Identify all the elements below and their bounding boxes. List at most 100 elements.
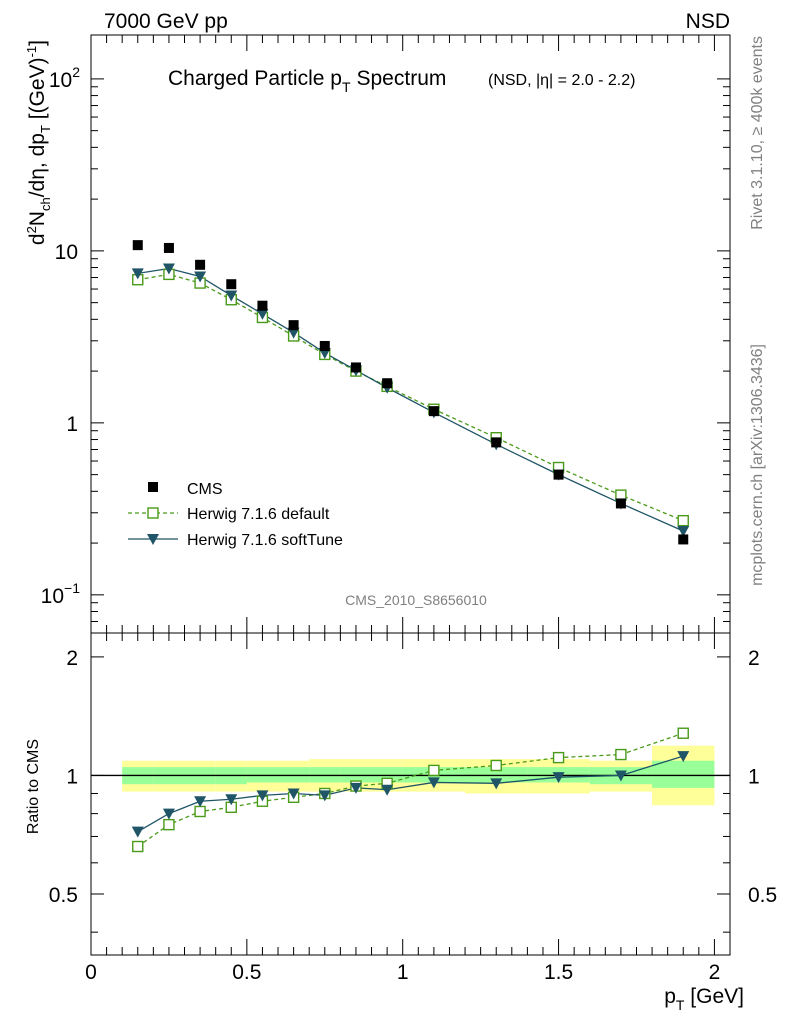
x-axis-label-subscript: T: [676, 997, 685, 1013]
x-tick-label: 0.5: [232, 961, 261, 984]
chart-title-note: (NSD, |η| = 2.0 - 2.2): [488, 72, 635, 89]
chart-title-main: Charged Particle p: [168, 67, 342, 90]
data-point-softtune: [225, 290, 238, 302]
data-point-softtune: [287, 327, 300, 339]
main-y-tick-exponent: 2: [72, 64, 80, 80]
rivet-version-label: Rivet 3.1.10, ≥ 400k events: [749, 36, 766, 230]
ratio-point-softtune: [225, 794, 238, 806]
ratio-y-tick-label-right: 2: [748, 647, 760, 670]
data-point-softtune: [162, 263, 175, 275]
ratio-point-softtune: [614, 770, 627, 782]
default-series-line: [137, 273, 684, 522]
ratio-point-softtune: [677, 751, 690, 763]
data-point-softtune: [677, 526, 690, 538]
chart-title-subscript: T: [342, 79, 351, 95]
ylabel-part-3: ch: [38, 197, 53, 211]
ylabel-part-0: d: [26, 233, 49, 245]
ratio-y-tick-label-right: 0.5: [748, 884, 777, 907]
x-axis-label: pT [GeV]: [664, 985, 744, 1013]
ratio-inner-band: [340, 767, 372, 783]
ratio-panel-frame: [90, 632, 731, 956]
ratio-point-softtune: [162, 808, 175, 820]
header-left-label: 7000 GeV pp: [104, 10, 228, 33]
ratio-inner-band: [652, 760, 715, 788]
ratio-point-softtune: [490, 778, 503, 790]
data-point-cms: [132, 240, 143, 251]
data-point-cms: [319, 340, 330, 351]
ratio-y-ticks: 0.5 0.5 1 1 2 2: [49, 647, 777, 933]
ratio-point-default: [132, 840, 144, 853]
legend-softtune-marker: [147, 534, 159, 545]
ylabel-part-8: ]: [26, 40, 49, 46]
ratio-point-softtune: [256, 790, 269, 802]
main-y-tick-exponent: −1: [64, 580, 80, 596]
chart-title: Charged Particle pT Spectrum: [168, 67, 446, 95]
data-point-default: [677, 514, 689, 527]
legend-default-marker: [147, 507, 159, 519]
data-point-cms: [382, 378, 393, 389]
mcplots-label: mcplots.cern.ch [arXiv:1306.3436]: [749, 344, 766, 586]
ratio-x-ticks: 0 0.5 1 1.5 2: [85, 633, 720, 984]
ratio-point-default: [163, 818, 175, 831]
ratio-inner-band: [278, 767, 310, 783]
ratio-point-default: [552, 751, 565, 764]
main-y-tick-label: 10−1: [41, 580, 81, 608]
ratio-point-softtune: [287, 788, 300, 800]
data-point-cms: [163, 242, 174, 253]
data-point-cms: [491, 437, 502, 448]
data-point-cms: [428, 406, 439, 417]
legend-cms-label: CMS: [187, 481, 223, 498]
ratio-point-softtune: [552, 772, 565, 784]
ratio-inner-band: [246, 767, 279, 783]
ratio-point-default: [428, 764, 440, 777]
main-y-axis-label: d2Nch/dη, dpT [(GeV)-1]: [24, 40, 53, 245]
ylabel-part-2: N: [26, 211, 49, 226]
ratio-panel: 0.5 0.5 1 1 2 2 0 0.5 1 1.5 2 Ratio to CMS pT [Ge…: [25, 632, 777, 1013]
ratio-softtune-line: [137, 755, 684, 833]
ratio-point-softtune: [427, 777, 440, 789]
legend: CMS Herwig 7.1.6 default Herwig 7.1.6 so…: [128, 481, 343, 549]
ratio-point-softtune: [131, 826, 144, 838]
data-point-cms: [257, 300, 268, 311]
data-point-softtune: [256, 308, 269, 320]
ratio-point-default: [490, 759, 502, 772]
data-point-cms: [226, 279, 237, 290]
ylabel-part-1: 2: [24, 226, 39, 233]
data-point-cms: [678, 534, 689, 545]
ratio-inner-band: [309, 767, 341, 783]
ylabel-part-7: -1: [24, 46, 39, 58]
ylabel-part-5: T: [38, 125, 53, 133]
ratio-y-tick-label: 1: [66, 765, 78, 788]
ratio-point-softtune: [349, 782, 362, 794]
main-y-tick-base: 10: [49, 69, 72, 92]
data-point-cms: [350, 362, 361, 373]
ratio-y-tick-label: 0.5: [49, 884, 78, 907]
ratio-y-axis-label: Ratio to CMS: [25, 739, 42, 834]
legend-softtune-label: Herwig 7.1.6 softTune: [187, 532, 343, 549]
x-tick-label: 1: [397, 961, 409, 984]
main-plot-area: [131, 240, 690, 545]
ylabel-part-6: [(GeV): [26, 57, 49, 125]
data-point-softtune: [194, 271, 207, 283]
data-point-cms: [288, 320, 299, 331]
main-y-tick-base: 1: [66, 413, 78, 436]
ratio-point-default: [194, 805, 206, 818]
ratio-point-softtune: [194, 796, 207, 808]
data-point-cms: [195, 259, 206, 270]
main-y-tick-base: 10: [55, 241, 78, 264]
legend-cms-marker: [148, 482, 158, 492]
x-axis-label-tail: [GeV]: [684, 985, 744, 1008]
main-y-tick-base: 10: [41, 585, 64, 608]
x-tick-label: 0: [85, 961, 97, 984]
legend-default-label: Herwig 7.1.6 default: [187, 506, 330, 523]
header-right-label: NSD: [686, 10, 730, 33]
ratio-y-tick-label: 2: [66, 647, 78, 670]
main-y-tick-label: 1: [66, 413, 78, 436]
ratio-point-softtune: [318, 790, 331, 802]
ratio-point-softtune: [381, 784, 394, 796]
chart-title-tail: Spectrum: [357, 67, 447, 90]
data-point-cms: [615, 498, 626, 509]
